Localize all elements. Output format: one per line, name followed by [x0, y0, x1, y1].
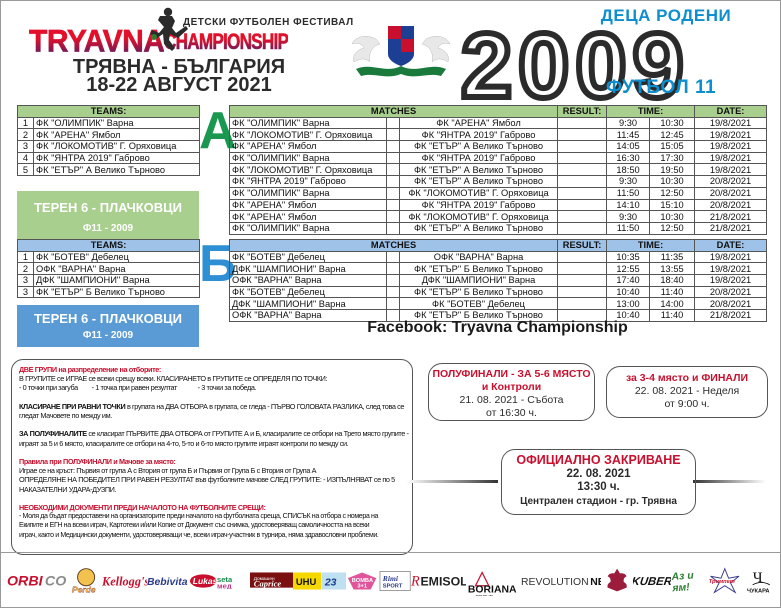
- svg-text:SPORT: SPORT: [382, 584, 402, 590]
- svg-text:Kellogg's: Kellogg's: [102, 575, 148, 589]
- svg-text:Rimi: Rimi: [381, 574, 398, 583]
- svg-text:NB: NB: [590, 577, 600, 588]
- svg-text:CO: CO: [45, 574, 66, 590]
- svg-text:EMISOL: EMISOL: [420, 575, 466, 589]
- svg-text:Ч: Ч: [752, 569, 762, 586]
- svg-text:Аз и: Аз и: [671, 570, 695, 583]
- svg-text:KUBER: KUBER: [633, 576, 671, 588]
- svg-text:Caprice: Caprice: [254, 579, 282, 589]
- svg-text:REVOLUTION: REVOLUTION: [521, 577, 589, 588]
- svg-text:Тримпет: Тримпет: [709, 579, 735, 585]
- svg-text:UHU: UHU: [296, 577, 317, 588]
- svg-text:GROUP: GROUP: [475, 594, 492, 596]
- svg-text:ям!: ям!: [671, 582, 691, 594]
- svg-text:23: 23: [324, 578, 337, 589]
- svg-text:BORIANA: BORIANA: [468, 584, 517, 595]
- svg-text:R: R: [411, 574, 420, 590]
- svg-text:Lukas: Lukas: [193, 576, 218, 586]
- svg-text:ЧУКАРА: ЧУКАРА: [747, 588, 769, 594]
- svg-text:мед: мед: [217, 582, 232, 589]
- svg-text:ORBI: ORBI: [7, 574, 44, 590]
- svg-text:Perde: Perde: [71, 584, 95, 594]
- svg-text:Bebivita: Bebivita: [147, 577, 188, 588]
- svg-text:3+1: 3+1: [358, 584, 368, 590]
